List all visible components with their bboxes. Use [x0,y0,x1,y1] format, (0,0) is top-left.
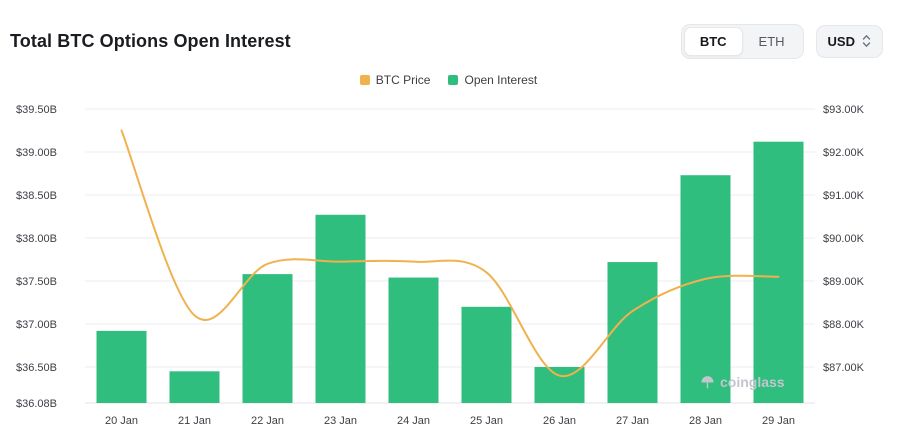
x-axis-label: 24 Jan [397,415,430,427]
x-axis-label: 22 Jan [251,415,284,427]
btc-price-line [120,129,780,377]
btc-price-swatch [359,75,370,85]
toggle-btc[interactable]: BTC [683,26,743,56]
right-axis-tick-label: $92.00K [823,147,865,159]
legend: BTC Price Open Interest [0,72,897,88]
open-interest-bar[interactable] [680,175,731,403]
left-axis-tick-label: $38.50B [16,190,57,202]
left-axis-tick-label: $36.50B [16,362,57,374]
left-axis-tick-label: $37.00B [16,319,57,331]
legend-label-btc-price: BTC Price [375,73,431,87]
open-interest-bar[interactable] [534,367,585,403]
x-axis-label: 23 Jan [324,415,357,427]
open-interest-bar[interactable] [607,262,658,403]
open-interest-bar[interactable] [315,214,366,403]
left-axis-tick-label: $36.08B [16,398,57,410]
left-axis-tick-label: $39.00B [16,147,57,159]
coin-toggle: BTC ETH [680,23,804,59]
x-axis-label: 21 Jan [178,415,211,427]
x-axis-label: 28 Jan [689,415,722,427]
open-interest-swatch [448,75,459,85]
currency-dropdown[interactable]: USD [815,24,883,58]
header-controls: BTC ETH USD [680,23,883,59]
x-axis-label: 20 Jan [105,415,138,427]
currency-label: USD [827,33,855,49]
open-interest-bar[interactable] [753,141,804,403]
x-axis-label: 26 Jan [543,415,576,427]
right-axis-tick-label: $87.00K [823,362,865,374]
x-axis-label: 25 Jan [470,415,503,427]
right-axis-tick-label: $89.00K [823,276,865,288]
chart-canvas: $39.50B $39.00B $38.50B $38.00B $37.50B $37.0… [16,104,865,427]
page-title: Total BTC Options Open Interest [10,30,291,51]
open-interest-bar[interactable] [242,274,293,403]
chart-area: $39.50B $39.00B $38.50B $38.00B $37.50B $37.0… [0,94,897,439]
x-axis-label: 27 Jan [616,415,649,427]
left-axis-tick-label: $37.50B [16,276,57,288]
open-interest-bar[interactable] [96,330,147,403]
right-axis-tick-label: $91.00K [823,190,865,202]
right-axis-tick-label: $88.00K [823,319,865,331]
header: Total BTC Options Open Interest BTC ETH … [0,0,897,60]
x-axis-label: 29 Jan [762,415,795,427]
open-interest-bar[interactable] [461,306,512,403]
open-interest-bar[interactable] [388,277,439,403]
left-axis-tick-label: $38.00B [16,233,57,245]
legend-label-open-interest: Open Interest [464,73,538,87]
left-axis-tick-label: $39.50B [16,104,57,116]
right-axis-tick-label: $90.00K [823,233,865,245]
legend-item-open-interest[interactable]: Open Interest [448,73,537,87]
toggle-eth[interactable]: ETH [743,27,801,56]
legend-item-btc-price[interactable]: BTC Price [359,73,431,87]
right-axis-tick-label: $93.00K [823,104,865,116]
up-down-arrows-icon [862,34,871,48]
open-interest-bar[interactable] [169,371,220,403]
